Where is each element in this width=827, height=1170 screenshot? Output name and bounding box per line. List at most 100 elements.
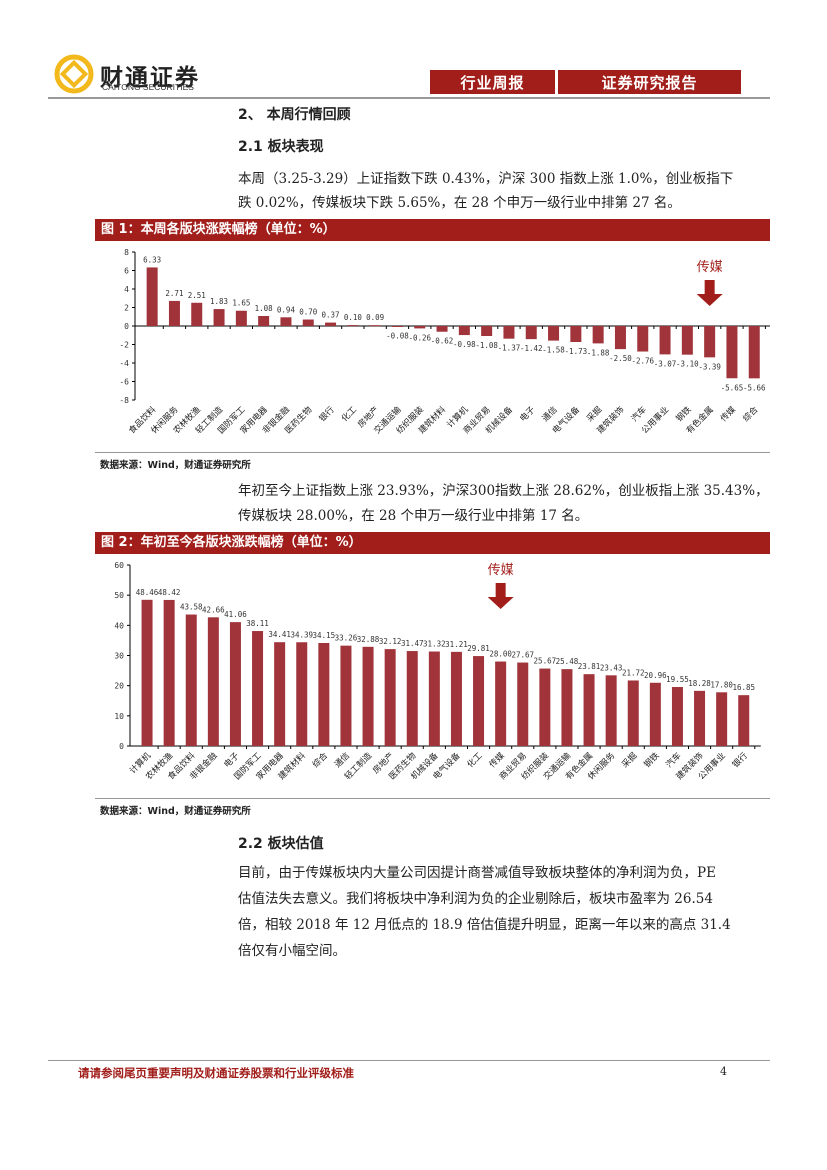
y-tick-label: 60 <box>114 561 124 570</box>
report-type-tag: 行业周报 <box>430 70 555 94</box>
data-label: 32.12 <box>379 637 402 646</box>
data-label: -5.65 <box>721 383 744 392</box>
data-label: 2.71 <box>165 289 183 298</box>
category-label: 电子 <box>518 404 538 424</box>
category-label: 综合 <box>741 404 761 424</box>
bar <box>627 680 639 746</box>
category-label: 通信 <box>332 750 352 770</box>
data-label: 31.32 <box>423 640 446 649</box>
bar <box>495 661 507 746</box>
bar <box>163 599 175 746</box>
bar <box>428 651 440 746</box>
figure1-title: 图 1：本周各版块涨跌幅榜（单位：%） <box>95 219 770 241</box>
data-label: 27.67 <box>511 651 534 660</box>
bar <box>614 326 626 350</box>
bar <box>716 692 728 746</box>
data-label: -1.37 <box>498 344 521 353</box>
bar <box>207 617 219 746</box>
data-label: 48.42 <box>158 588 181 597</box>
bar <box>384 649 396 746</box>
bar <box>592 326 604 344</box>
y-tick-label: 4 <box>124 285 129 294</box>
section-title: 2、 本周行情回顾 <box>238 107 351 123</box>
data-label: 43.58 <box>180 603 203 612</box>
y-tick-label: 40 <box>114 621 124 630</box>
data-label: 0.09 <box>366 313 384 322</box>
y-tick-label: 6 <box>124 267 129 276</box>
category-label: 钢铁 <box>674 404 694 424</box>
bar <box>347 325 359 327</box>
bar <box>362 646 374 746</box>
data-label: -0.26 <box>408 333 431 342</box>
bar <box>481 326 493 336</box>
bar <box>252 631 264 746</box>
data-label: 2.51 <box>188 291 206 300</box>
annotation-label: 传媒 <box>488 563 514 578</box>
bar <box>649 682 661 746</box>
data-label: 23.43 <box>600 663 623 672</box>
category-label: 采掘 <box>620 750 640 770</box>
y-tick-label: -2 <box>119 341 129 350</box>
subsection-title: 2.1 板块表现 <box>238 139 324 155</box>
figure2-source: 数据来源：Wind，财通证券研究所 <box>100 806 251 817</box>
data-label: 31.47 <box>401 639 424 648</box>
data-label: -0.08 <box>386 332 409 341</box>
y-tick-label: -6 <box>119 378 129 387</box>
paragraph-line: 跌 0.02%，传媒板块下跌 5.65%，在 28 个申万一级行业中排第 27 … <box>238 195 681 211</box>
bar <box>406 651 418 746</box>
logo-text: 财通证券 <box>100 65 200 91</box>
bar <box>570 326 582 343</box>
data-label: 28.00 <box>489 650 512 659</box>
y-tick-label: 0 <box>119 742 124 751</box>
data-label: 25.67 <box>534 657 557 666</box>
bar <box>325 322 337 326</box>
bar <box>548 326 560 341</box>
bar <box>235 310 247 326</box>
data-label: 18.28 <box>688 679 711 688</box>
bar <box>414 326 426 329</box>
data-label: 1.65 <box>232 299 250 308</box>
page-number: 4 <box>720 1065 727 1078</box>
bar <box>296 642 308 746</box>
figure2-title: 图 2：年初至今各版块涨跌幅榜（单位：%） <box>95 532 770 554</box>
bar <box>318 642 330 746</box>
data-label: -0.62 <box>431 337 454 346</box>
bar <box>369 325 381 327</box>
category-label: 电子 <box>222 750 242 770</box>
category-label: 汽车 <box>629 404 649 424</box>
data-label: 17.80 <box>710 680 733 689</box>
data-label: 16.85 <box>732 683 755 692</box>
data-label: 0.70 <box>299 308 318 317</box>
data-label: -0.98 <box>453 340 476 349</box>
data-label: 6.33 <box>143 255 161 264</box>
data-label: -2.50 <box>609 354 632 363</box>
caitong-logo-icon <box>54 54 94 94</box>
data-label: -1.08 <box>475 341 498 350</box>
y-tick-label: 0 <box>124 322 129 331</box>
data-label: 1.83 <box>210 297 228 306</box>
data-label: 29.81 <box>467 644 490 653</box>
bar <box>637 326 649 352</box>
bar <box>302 319 314 326</box>
divider <box>95 798 770 799</box>
y-tick-label: 50 <box>114 591 124 600</box>
data-label: -2.76 <box>631 357 654 366</box>
logo-english: CAITONG SECURITIES <box>102 82 194 92</box>
bar <box>659 326 671 355</box>
bar <box>280 317 292 326</box>
paragraph-line: 估值法失去意义。我们将板块中净利润为负的企业剔除后，板块市盈率为 26.54 <box>238 891 713 907</box>
data-label: -1.58 <box>542 346 565 355</box>
bar <box>539 668 551 746</box>
bar <box>671 687 683 746</box>
bar <box>517 662 529 746</box>
data-label: 1.08 <box>255 304 274 313</box>
paragraph-line: 倍，相较 2018 年 12 月低点的 18.9 倍估值提升明显，距离一年以来的… <box>238 917 731 933</box>
y-tick-label: -4 <box>119 359 129 368</box>
data-label: -5.66 <box>743 383 766 392</box>
figure2-chart: 010203040506048.46计算机48.42农林牧渔43.58食品饮料4… <box>114 561 761 782</box>
bar <box>141 599 153 746</box>
category-label: 综合 <box>310 750 330 770</box>
y-tick-label: 2 <box>124 304 129 313</box>
data-label: -3.39 <box>698 362 721 371</box>
data-label: 25.48 <box>556 657 579 666</box>
